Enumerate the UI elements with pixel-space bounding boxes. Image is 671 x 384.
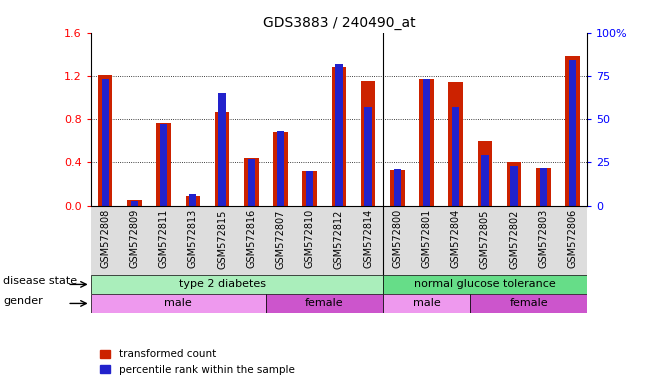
Text: GSM572802: GSM572802 — [509, 209, 519, 268]
Text: GSM572812: GSM572812 — [334, 209, 344, 268]
Bar — [160, 124, 167, 206]
Bar — [244, 158, 258, 206]
Text: GSM572816: GSM572816 — [246, 209, 256, 268]
Text: GSM572811: GSM572811 — [158, 209, 168, 268]
Text: type 2 diabetes: type 2 diabetes — [178, 280, 266, 290]
Text: GSM572804: GSM572804 — [451, 209, 461, 268]
Bar — [131, 201, 138, 206]
Text: GSM572800: GSM572800 — [393, 209, 403, 268]
Text: GSM572805: GSM572805 — [480, 209, 490, 268]
Bar — [364, 107, 372, 206]
Bar — [248, 159, 255, 206]
Text: GSM572813: GSM572813 — [188, 209, 198, 268]
Bar — [539, 167, 547, 206]
Bar — [266, 294, 382, 313]
Bar — [218, 93, 225, 206]
Bar — [390, 170, 405, 206]
Bar — [331, 67, 346, 206]
Bar — [98, 75, 113, 206]
Bar — [101, 79, 109, 206]
Bar — [156, 124, 171, 206]
Text: GSM572807: GSM572807 — [275, 209, 285, 268]
Title: GDS3883 / 240490_at: GDS3883 / 240490_at — [262, 16, 415, 30]
Bar — [91, 294, 266, 313]
Text: male: male — [164, 298, 192, 308]
Bar — [336, 64, 342, 206]
Text: GSM572803: GSM572803 — [538, 209, 548, 268]
Bar — [382, 275, 602, 294]
Text: GSM572814: GSM572814 — [363, 209, 373, 268]
Text: GSM572809: GSM572809 — [130, 209, 140, 268]
Bar — [565, 56, 580, 206]
Text: GSM572815: GSM572815 — [217, 209, 227, 268]
Bar — [423, 79, 430, 206]
Text: gender: gender — [3, 296, 43, 306]
Text: female: female — [509, 298, 548, 308]
Bar — [536, 168, 551, 206]
Bar — [185, 196, 200, 206]
Bar — [448, 83, 463, 206]
Bar — [478, 141, 493, 206]
Bar — [569, 60, 576, 206]
Bar — [511, 166, 518, 206]
Bar — [382, 294, 470, 313]
Bar — [91, 275, 382, 294]
Bar — [507, 162, 521, 206]
Legend: transformed count, percentile rank within the sample: transformed count, percentile rank withi… — [96, 345, 299, 379]
Bar — [303, 171, 317, 206]
Bar — [419, 79, 433, 206]
Text: GSM572810: GSM572810 — [305, 209, 315, 268]
Text: GSM572801: GSM572801 — [421, 209, 431, 268]
Bar — [215, 112, 229, 206]
Bar — [481, 156, 488, 206]
Bar — [127, 200, 142, 206]
Bar — [277, 131, 284, 206]
Text: disease state: disease state — [3, 276, 77, 286]
Text: normal glucose tolerance: normal glucose tolerance — [414, 280, 556, 290]
Text: GSM572808: GSM572808 — [100, 209, 110, 268]
Text: male: male — [413, 298, 440, 308]
Bar — [394, 169, 401, 206]
Bar — [189, 194, 197, 206]
Text: GSM572806: GSM572806 — [568, 209, 578, 268]
Text: female: female — [305, 298, 344, 308]
Bar — [361, 81, 375, 206]
Bar — [452, 107, 460, 206]
Bar — [273, 132, 288, 206]
Bar — [470, 294, 587, 313]
Bar — [306, 171, 313, 206]
